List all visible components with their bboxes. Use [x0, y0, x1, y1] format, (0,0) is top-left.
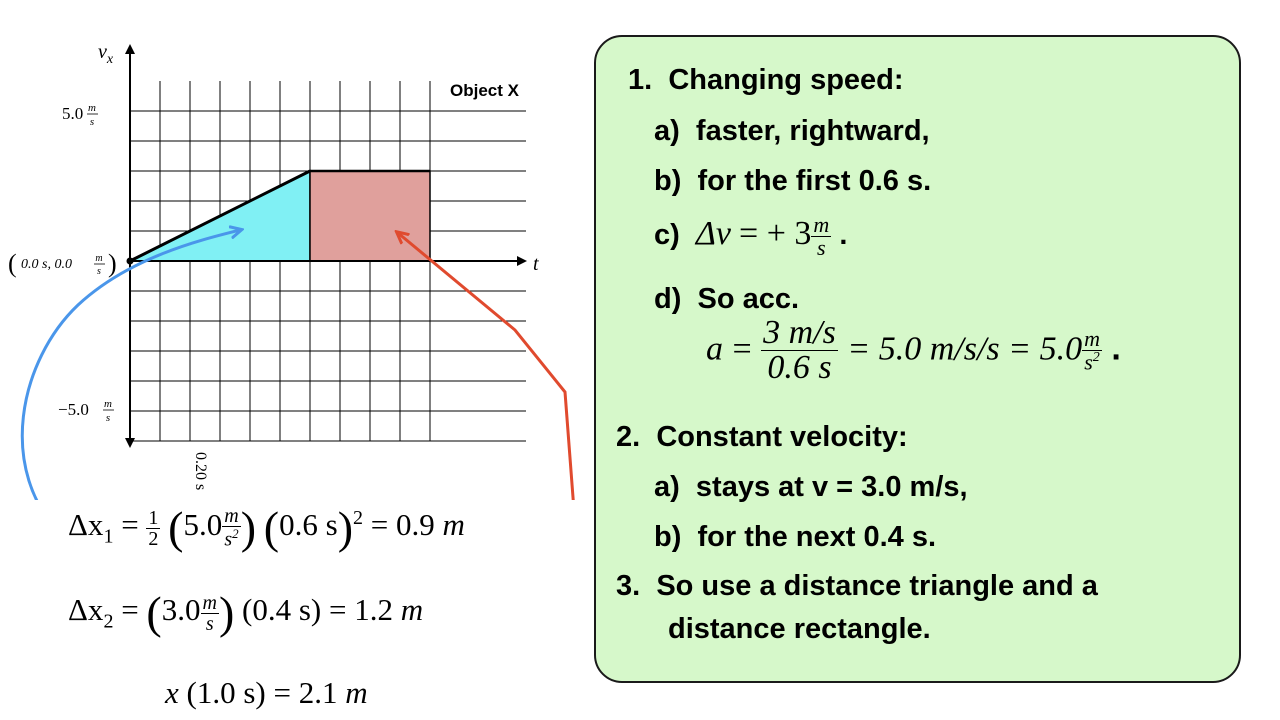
- equation-dx2: Δx2 = (3.0 m s) (0.4 s) = 1.2 m: [68, 587, 424, 638]
- velocity-time-graph: vx t Object X 5.0 m s −5.0 m s 0.20 s ( …: [8, 41, 575, 500]
- origin-label: 0.0 s, 0.0: [21, 257, 72, 272]
- blue-arrow: [20, 230, 240, 500]
- item-2: 2. Constant velocity:: [616, 421, 908, 453]
- x-tick-label: 0.20 s: [192, 452, 209, 490]
- item-2a: a) stays at v = 3.0 m/s,: [654, 471, 968, 503]
- item-2b: b) for the next 0.4 s.: [654, 521, 937, 553]
- origin-point: [126, 257, 134, 265]
- equation-x-total: x (1.0 s) = 2.1 m: [165, 675, 368, 710]
- acceleration-equation: a = 3 m/s 0.6 s = 5.0 m/s/s = 5.0 m s2 .: [706, 314, 1121, 386]
- item-1a: a) faster, rightward,: [654, 115, 930, 147]
- item-1: 1. Changing speed:: [628, 64, 904, 96]
- origin-paren-close: ): [108, 249, 117, 278]
- origin-unit-num: m: [95, 253, 102, 264]
- x-axis-label: t: [533, 253, 539, 275]
- item-1d: d) So acc.: [654, 283, 800, 315]
- y-tick-top-unit-num: m: [88, 102, 96, 114]
- item-1b: b) for the first 0.6 s.: [654, 165, 932, 197]
- origin-unit-den: s: [97, 266, 101, 277]
- velocity-line: [129, 169, 311, 263]
- graph-title: Object X: [450, 81, 520, 100]
- y-tick-bottom: −5.0: [58, 400, 89, 419]
- y-axis-label: vx: [98, 41, 114, 67]
- origin-paren-open: (: [8, 249, 17, 278]
- y-tick-top: 5.0: [62, 104, 83, 123]
- y-tick-bottom-unit-den: s: [106, 412, 110, 424]
- y-tick-bottom-unit-num: m: [104, 398, 112, 410]
- item-3: 3. So use a distance triangle and a: [616, 570, 1098, 602]
- red-arrow: [398, 233, 575, 500]
- y-tick-top-unit-den: s: [90, 116, 94, 128]
- distance-rectangle: [309, 170, 431, 262]
- item-3-line-2: distance rectangle.: [668, 613, 931, 645]
- explanation-panel: 1. Changing speed: a) faster, rightward,…: [594, 35, 1241, 683]
